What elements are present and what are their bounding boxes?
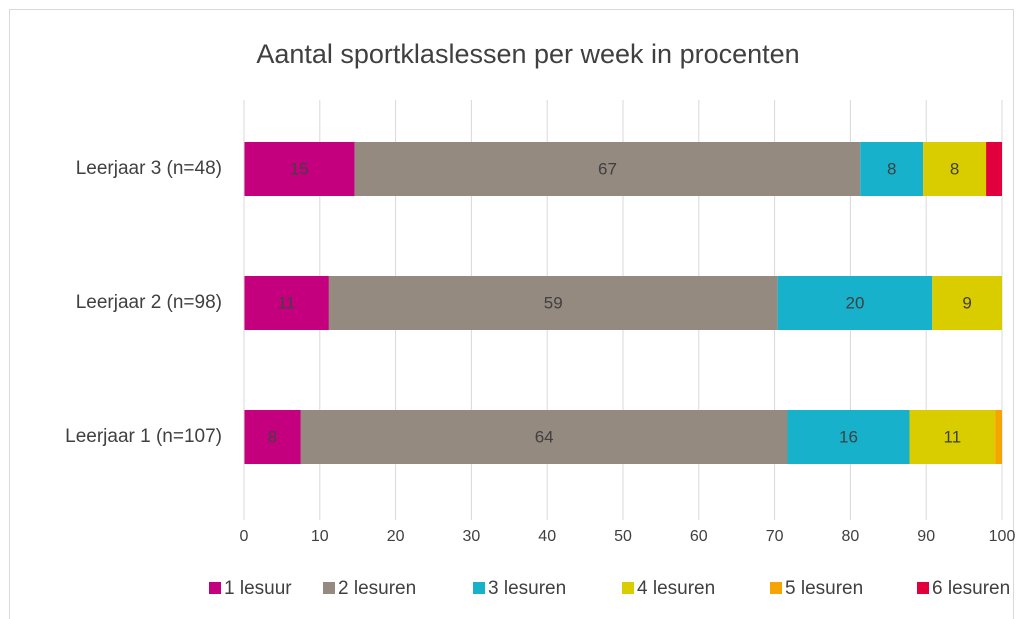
y-tick-label: Leerjaar 2 (n=98) [76, 292, 222, 313]
bar-segment [300, 410, 788, 464]
x-tick-label: 40 [538, 528, 556, 545]
y-tick-label: Leerjaar 1 (n=107) [65, 426, 222, 447]
data-label: 15 [290, 159, 309, 178]
x-tick-label: 70 [766, 528, 784, 545]
data-label: 11 [278, 293, 296, 312]
x-tick-label: 20 [387, 528, 405, 545]
bar-segment [995, 410, 1002, 464]
legend-label: 4 lesuren [637, 578, 715, 599]
legend-swatch [622, 582, 634, 594]
bar-segment [932, 276, 1002, 330]
data-label: 67 [598, 159, 617, 178]
data-label: 20 [845, 293, 864, 312]
bar-segment [860, 142, 924, 196]
data-label: 59 [544, 293, 563, 312]
x-tick-label: 90 [917, 528, 935, 545]
data-label: 11 [944, 427, 962, 446]
y-tick-label: Leerjaar 3 (n=48) [76, 158, 222, 179]
chart-title: Aantal sportklaslessen per week in proce… [256, 39, 799, 69]
legend-label: 6 lesuren [932, 578, 1010, 599]
bar-segment [354, 142, 861, 196]
x-tick-label: 80 [842, 528, 860, 545]
x-tick-label: 50 [614, 528, 632, 545]
legend-swatch [770, 582, 782, 594]
legend-label: 5 lesuren [785, 578, 863, 599]
bar-segment [328, 276, 778, 330]
bar-segment [777, 276, 933, 330]
legend-swatch [473, 582, 485, 594]
data-label: 9 [962, 293, 971, 312]
bar-segment [986, 142, 1002, 196]
legend-swatch [209, 582, 221, 594]
bar-segment [244, 142, 355, 196]
bar-segment [244, 410, 301, 464]
legend-swatch [323, 582, 335, 594]
bar-segment [923, 142, 987, 196]
x-tick-label: 100 [989, 528, 1016, 545]
legend-swatch [917, 582, 929, 594]
bar-segment [787, 410, 910, 464]
data-label: 8 [950, 159, 959, 178]
x-tick-label: 10 [311, 528, 329, 545]
x-tick-label: 60 [690, 528, 708, 545]
bar-segment [909, 410, 996, 464]
data-label: 8 [887, 159, 896, 178]
data-label: 8 [268, 427, 277, 446]
data-label: 16 [839, 427, 858, 446]
bar-segment [244, 276, 329, 330]
legend-label: 2 lesuren [338, 578, 416, 599]
x-tick-label: 0 [240, 528, 249, 545]
x-tick-label: 30 [463, 528, 481, 545]
legend-label: 3 lesuren [488, 578, 566, 599]
data-label: 64 [535, 427, 554, 446]
legend-label: 1 lesuur [224, 578, 292, 599]
